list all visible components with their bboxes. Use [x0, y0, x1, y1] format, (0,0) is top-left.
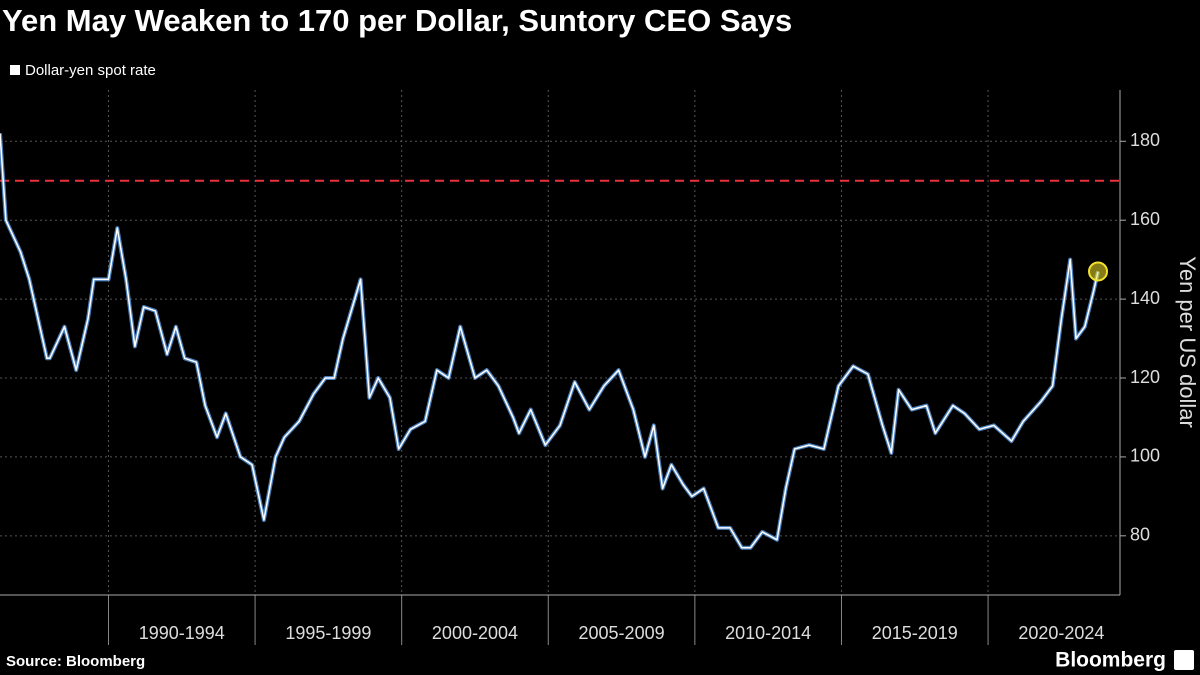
y-tick-label: 120	[1130, 367, 1160, 387]
brand: Bloomberg	[1055, 649, 1166, 672]
y-tick-label: 160	[1130, 209, 1160, 229]
y-tick-label: 180	[1130, 130, 1160, 150]
x-tick-label: 2020-2024	[1018, 623, 1104, 643]
y-tick-label: 80	[1130, 525, 1150, 545]
series-glow	[0, 133, 1100, 550]
x-tick-label: 1995-1999	[285, 623, 371, 643]
series-line	[0, 133, 1099, 549]
chart-title: Yen May Weaken to 170 per Dollar, Suntor…	[2, 3, 792, 38]
y-axis-title: Yen per US dollar	[1175, 256, 1200, 428]
source: Source: Bloomberg	[6, 653, 145, 670]
highlight-point	[1088, 261, 1109, 282]
y-tick-label: 100	[1130, 446, 1160, 466]
x-tick-label: 2015-2019	[872, 623, 958, 643]
x-tick-label: 2000-2004	[432, 623, 518, 643]
x-tick-label: 2005-2009	[579, 623, 665, 643]
y-tick-label: 140	[1130, 288, 1160, 308]
legend-swatch	[10, 65, 20, 75]
brand-icon	[1174, 650, 1194, 670]
legend-label: Dollar-yen spot rate	[25, 62, 156, 79]
x-tick-label: 2010-2014	[725, 623, 811, 643]
x-tick-label: 1990-1994	[139, 623, 225, 643]
